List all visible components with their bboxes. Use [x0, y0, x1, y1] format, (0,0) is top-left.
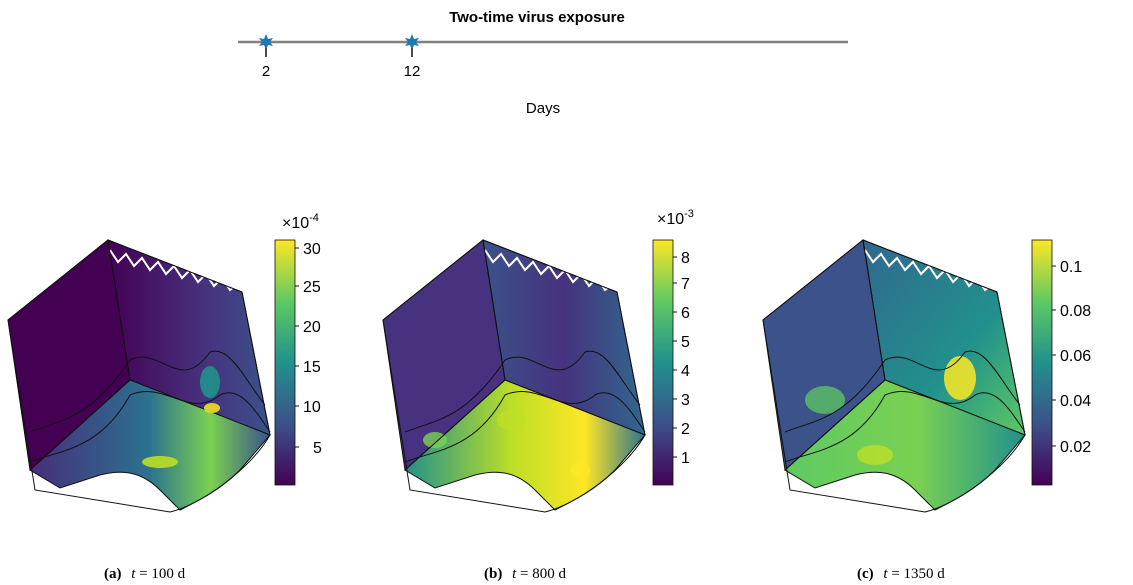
colorbar-tick-label: 0.02	[1060, 439, 1091, 456]
surface-edge	[107, 239, 131, 381]
timeline-tick-label: 2	[262, 63, 270, 80]
colorbar-gradient	[652, 239, 674, 486]
surface-wire	[29, 350, 266, 433]
panel-c: 0.1 0.08 0.06 0.04 0.02	[762, 239, 1091, 513]
colorbar-tick-label: 25	[303, 279, 321, 296]
timeline-axis-label: Days	[526, 100, 560, 117]
surface-plot	[382, 239, 646, 513]
colorbar-gradient	[274, 239, 296, 486]
surface-hotspot	[142, 456, 178, 468]
surface-edge	[862, 239, 886, 381]
caption-c: (c) t = 1350 d	[857, 566, 945, 582]
colorbar-ticks: 0.1 0.08 0.06 0.04 0.02	[1052, 259, 1091, 456]
colorbar-tick-label: 20	[303, 319, 321, 336]
surface-frame	[7, 239, 271, 513]
surface-wire	[404, 391, 646, 463]
panel-a: ×10-4 30 25 20 15 10 5	[7, 212, 322, 513]
surface-plot	[7, 239, 271, 513]
timeline-title: Two-time virus exposure	[449, 9, 625, 26]
surface-hotspot	[204, 403, 220, 413]
caption-tag: (a)	[104, 566, 122, 582]
colorbar-tick-label: 5	[313, 440, 322, 457]
panel-b: ×10-3 8 7 6 5 4 3 2 1	[382, 208, 694, 513]
colorbar-tick-label: 0.08	[1060, 303, 1091, 320]
colorbar-gradient	[1031, 239, 1053, 486]
colorbar: 0.1 0.08 0.06 0.04 0.02	[1031, 239, 1091, 486]
colorbar-tick-label: 7	[681, 276, 690, 293]
surface-plot	[762, 239, 1026, 513]
timeline-marker: 2	[259, 34, 273, 80]
colorbar-tick-label: 3	[681, 392, 690, 409]
caption-variable: t	[512, 566, 517, 582]
caption-b: (b) t = 800 d	[484, 566, 566, 582]
timeline-marker: 12	[404, 34, 421, 80]
colorbar-tick-label: 10	[303, 399, 321, 416]
colorbar-tick-label: 5	[681, 334, 690, 351]
colorbar-exponent: ×10-4	[282, 212, 319, 232]
colorbar-ticks: 30 25 20 15 10 5	[295, 241, 322, 457]
colorbar-tick-label: 6	[681, 305, 690, 322]
colorbar-tick-label: 30	[303, 241, 321, 258]
surface-hotspot	[423, 432, 447, 448]
timeline-tick-label: 12	[404, 63, 421, 80]
svg-text:(a) t = 100 d: (a) t = 100 d	[104, 566, 186, 582]
colorbar-tick-label: 0.06	[1060, 348, 1091, 365]
star-marker-icon	[259, 34, 273, 50]
surface-edge	[784, 379, 886, 471]
caption-value: = 100 d	[139, 566, 185, 582]
svg-text:(b) t = 800 d: (b) t = 800 d	[484, 566, 566, 582]
surface-edge	[29, 379, 131, 471]
colorbar: ×10-3 8 7 6 5 4 3 2 1	[652, 208, 694, 486]
surface-hotspot	[200, 366, 220, 398]
surface-wire	[404, 350, 641, 433]
surface-hotspot	[857, 445, 893, 465]
surface-frame	[382, 239, 646, 513]
colorbar-tick-label: 1	[681, 450, 690, 467]
surface-hotspot	[805, 386, 845, 414]
caption-tag: (c)	[857, 566, 874, 582]
caption-value: = 1350 d	[891, 566, 945, 582]
caption-tag: (b)	[484, 566, 502, 582]
colorbar: ×10-4 30 25 20 15 10 5	[274, 212, 322, 486]
timeline: Two-time virus exposure 2 12 Days	[238, 9, 848, 117]
surface-wire	[784, 391, 1026, 463]
surface-edge	[404, 379, 506, 471]
colorbar-tick-label: 4	[681, 363, 690, 380]
star-marker-icon	[405, 34, 419, 50]
colorbar-tick-label: 8	[681, 250, 690, 267]
surface-hotspot	[497, 410, 525, 430]
surface-frame	[762, 239, 1026, 513]
surface-edge	[482, 239, 506, 381]
caption-a: (a) t = 100 d	[104, 566, 186, 582]
colorbar-tick-label: 0.1	[1060, 259, 1082, 276]
colorbar-ticks: 8 7 6 5 4 3 2 1	[673, 250, 690, 467]
colorbar-tick-label: 0.04	[1060, 393, 1091, 410]
caption-variable: t	[131, 566, 136, 582]
surface-wire	[29, 391, 271, 463]
caption-variable: t	[883, 566, 888, 582]
surface-wire	[784, 350, 1021, 433]
colorbar-tick-label: 15	[303, 359, 321, 376]
surface-hotspot	[570, 462, 590, 478]
colorbar-tick-label: 2	[681, 421, 690, 438]
surface-hotspot	[944, 356, 976, 400]
svg-text:(c) t = 1350 d: (c) t = 1350 d	[857, 566, 945, 582]
colorbar-exponent: ×10-3	[657, 208, 694, 228]
caption-value: = 800 d	[520, 566, 566, 582]
